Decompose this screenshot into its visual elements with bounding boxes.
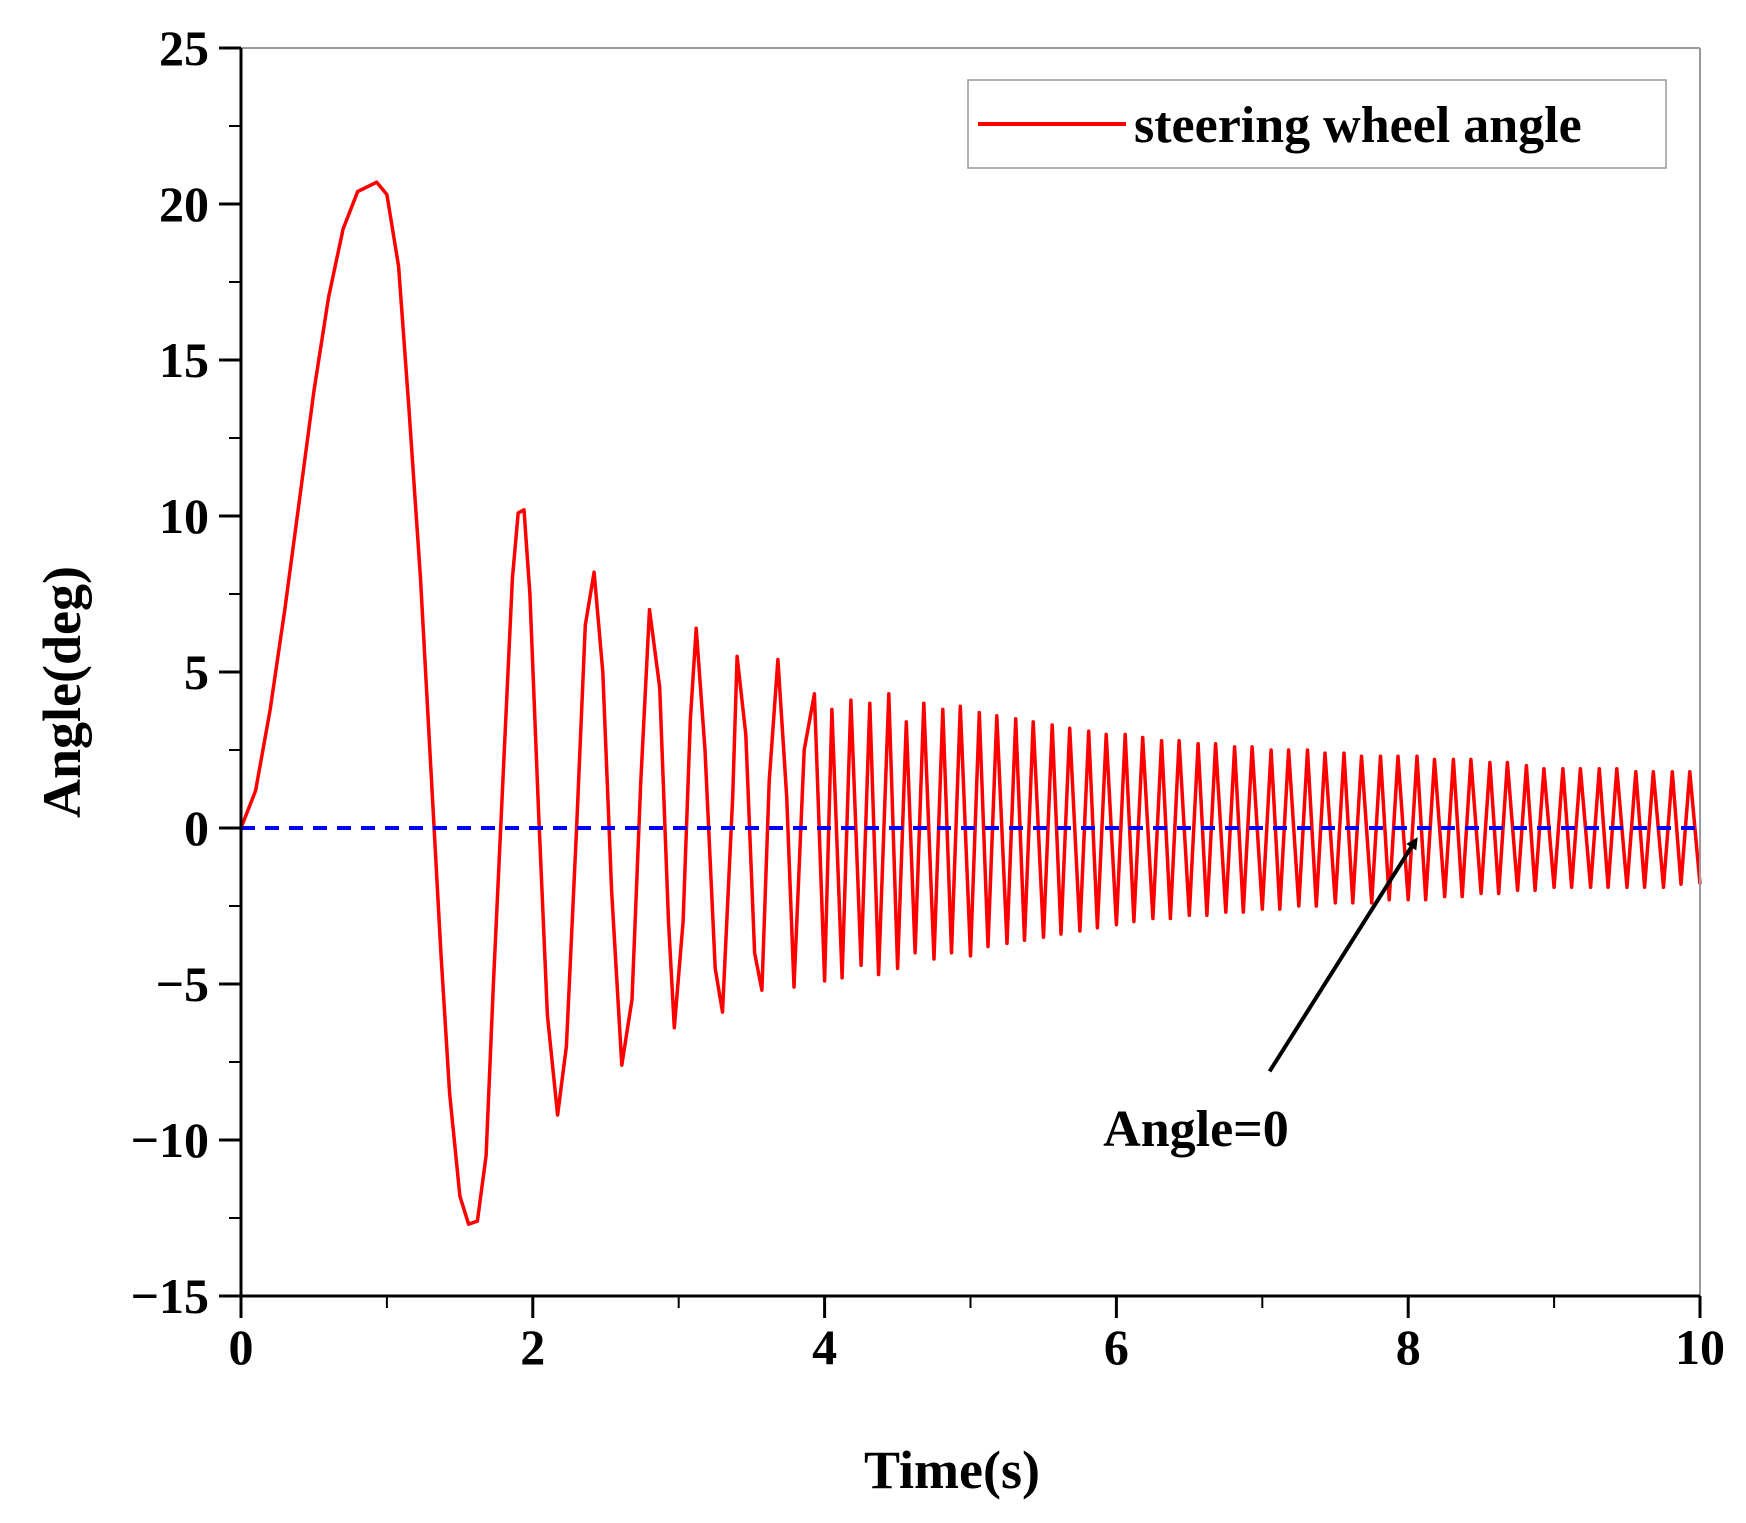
annotation-arrow — [1267, 837, 1418, 1073]
legend: steering wheel angle — [967, 79, 1667, 169]
y-tick-label: 10 — [159, 488, 209, 544]
series-line-steering-wheel-angle — [239, 180, 1702, 1226]
x-tick-label: 10 — [1675, 1319, 1725, 1375]
x-tick-label: 8 — [1396, 1319, 1421, 1375]
legend-label-steering-wheel-angle: steering wheel angle — [1134, 97, 1582, 154]
y-axis-title: Angle(deg) — [32, 566, 92, 818]
y-tick-label: 15 — [159, 332, 209, 388]
x-tick-label: 6 — [1104, 1319, 1129, 1375]
y-tick-label: 0 — [184, 800, 209, 856]
series-layer — [239, 180, 1702, 1226]
y-tick-label: −10 — [131, 1112, 210, 1168]
annotation-angle-zero: Angle=0 — [1103, 1101, 1289, 1158]
axes-layer: −15 −10 −5 0 5 10 15 20 25 0 2 4 6 8 10 — [131, 20, 1726, 1375]
x-tick-label: 0 — [229, 1319, 254, 1375]
y-tick-label: 25 — [159, 20, 209, 76]
annotation-layer: Angle=0 — [1103, 837, 1418, 1158]
x-tick-label: 4 — [812, 1319, 837, 1375]
y-tick-label: 20 — [159, 176, 209, 232]
y-tick-label: −5 — [156, 956, 210, 1012]
y-tick-label: −15 — [131, 1268, 210, 1324]
y-tick-label: 5 — [184, 644, 209, 700]
x-axis-title: Time(s) — [864, 1440, 1040, 1500]
x-tick-label: 2 — [520, 1319, 545, 1375]
